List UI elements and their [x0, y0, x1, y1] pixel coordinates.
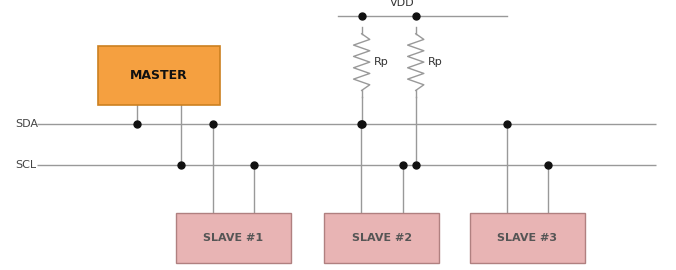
Text: SLAVE #3: SLAVE #3: [498, 232, 557, 243]
Text: SCL: SCL: [15, 160, 36, 170]
Text: SDA: SDA: [15, 119, 38, 129]
Text: MASTER: MASTER: [130, 69, 188, 82]
FancyBboxPatch shape: [98, 46, 220, 105]
FancyBboxPatch shape: [470, 213, 585, 262]
FancyBboxPatch shape: [176, 213, 291, 262]
Text: Rp: Rp: [374, 57, 389, 67]
Text: VDD: VDD: [390, 0, 414, 8]
Text: SLAVE #2: SLAVE #2: [352, 232, 412, 243]
FancyBboxPatch shape: [324, 213, 439, 262]
Text: SLAVE #1: SLAVE #1: [203, 232, 263, 243]
Text: Rp: Rp: [428, 57, 443, 67]
